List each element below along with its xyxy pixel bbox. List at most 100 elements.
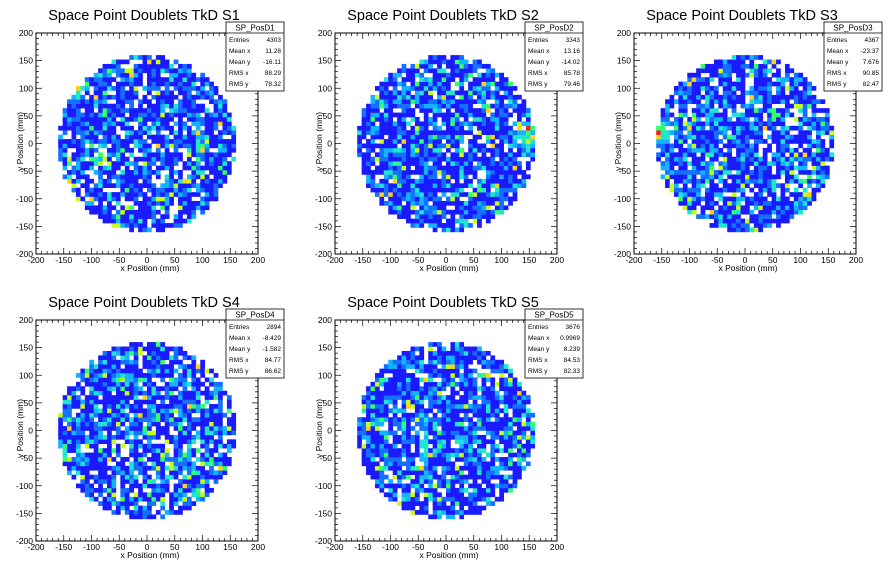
- heatmap-cell: [213, 408, 219, 414]
- heatmap-cell: [441, 426, 447, 431]
- heatmap-cell: [793, 156, 799, 162]
- heatmap-cell: [186, 63, 192, 69]
- heatmap-cell: [107, 200, 112, 206]
- heatmap-cell: [186, 183, 192, 188]
- heatmap-cell: [784, 72, 790, 78]
- heatmap-cell: [709, 156, 715, 162]
- heatmap-cell: [107, 373, 112, 378]
- heatmap-cell: [700, 205, 706, 211]
- heatmap-cell: [722, 161, 728, 166]
- heatmap-cell: [93, 465, 99, 471]
- heatmap-cell: [147, 355, 152, 361]
- heatmap-cell: [370, 448, 376, 453]
- heatmap-cell: [727, 72, 732, 78]
- heatmap-cell: [802, 161, 808, 166]
- heatmap-cell: [423, 165, 429, 171]
- heatmap-cell: [437, 439, 442, 445]
- heatmap-cell: [494, 86, 500, 91]
- heatmap-cell: [740, 94, 746, 100]
- heatmap-cell: [366, 461, 371, 467]
- heatmap-cell: [138, 492, 143, 498]
- heatmap-cell: [494, 192, 500, 197]
- heatmap-cell: [437, 165, 442, 171]
- heatmap-cell: [178, 174, 183, 180]
- heatmap-cell: [383, 130, 389, 135]
- heatmap-cell: [410, 139, 416, 144]
- y-tick-label: 200: [617, 28, 631, 38]
- heatmap-cell: [713, 209, 719, 215]
- heatmap-cell: [682, 205, 688, 211]
- heatmap-cell: [798, 156, 804, 162]
- heatmap-cell: [151, 125, 157, 131]
- heatmap-cell: [129, 461, 134, 467]
- heatmap-cell: [392, 399, 398, 405]
- heatmap-cell: [437, 55, 442, 60]
- heatmap-cell: [392, 134, 398, 140]
- heatmap-cell: [468, 192, 473, 197]
- heatmap-cell: [824, 112, 830, 118]
- heatmap-cell: [736, 196, 741, 202]
- heatmap-cell: [446, 170, 451, 175]
- heatmap-cell: [454, 183, 460, 188]
- heatmap-cell: [432, 355, 438, 361]
- heatmap-cell: [178, 487, 183, 493]
- heatmap-cell: [432, 434, 438, 440]
- heatmap-cell: [379, 161, 385, 166]
- heatmap-cell: [503, 156, 509, 162]
- heatmap-cell: [745, 130, 750, 135]
- heatmap-cell: [147, 77, 152, 82]
- heatmap-cell: [762, 121, 768, 127]
- heatmap-cell: [178, 63, 183, 69]
- heatmap-cell: [169, 72, 174, 78]
- heatmap-cell: [138, 390, 143, 396]
- heatmap-cell: [178, 81, 183, 87]
- heatmap-cell: [406, 390, 411, 396]
- heatmap-cell: [454, 108, 460, 113]
- x-tick-label: 200: [849, 255, 863, 265]
- heatmap-cell: [93, 381, 99, 387]
- heatmap-cell: [142, 161, 148, 166]
- heatmap-cell: [753, 112, 759, 118]
- heatmap-cell: [450, 139, 456, 144]
- heatmap-cell: [454, 156, 460, 162]
- heatmap-cell: [802, 152, 808, 158]
- heatmap-cell: [820, 156, 826, 162]
- heatmap-cell: [133, 426, 139, 431]
- heatmap-cell: [93, 448, 99, 453]
- heatmap-cell: [673, 143, 679, 149]
- heatmap-cell: [186, 474, 192, 480]
- heatmap-cell: [691, 170, 697, 175]
- heatmap-cell: [397, 209, 402, 215]
- heatmap-cell: [383, 112, 389, 118]
- heatmap-cell: [432, 214, 438, 219]
- heatmap-cell: [147, 386, 152, 392]
- heatmap-cell: [406, 470, 411, 475]
- heatmap-cell: [432, 103, 438, 109]
- heatmap-cell: [718, 205, 724, 211]
- heatmap-cell: [829, 152, 835, 158]
- heatmap-cell: [490, 94, 496, 100]
- heatmap-cell: [406, 505, 411, 511]
- heatmap-cell: [776, 209, 781, 215]
- heatmap-cell: [410, 386, 416, 392]
- heatmap-cell: [388, 143, 394, 149]
- heatmap-cell: [178, 408, 183, 414]
- heatmap-cell: [437, 139, 442, 144]
- heatmap-cell: [89, 152, 95, 158]
- heatmap-cell: [75, 143, 81, 149]
- heatmap-cell: [67, 408, 72, 414]
- heatmap-cell: [98, 483, 103, 489]
- heatmap-cell: [397, 483, 402, 489]
- heatmap-cell: [75, 457, 81, 462]
- heatmap-cell: [454, 161, 460, 166]
- heatmap-cell: [477, 125, 482, 131]
- heatmap-cell: [419, 359, 425, 365]
- heatmap-cell: [472, 112, 478, 118]
- heatmap-cell: [722, 165, 728, 171]
- heatmap-cell: [481, 108, 487, 113]
- heatmap-cell: [463, 152, 469, 158]
- heatmap-cell: [160, 417, 166, 422]
- heatmap-cell: [499, 99, 505, 105]
- heatmap-cell: [432, 386, 438, 392]
- heatmap-cell: [200, 86, 206, 91]
